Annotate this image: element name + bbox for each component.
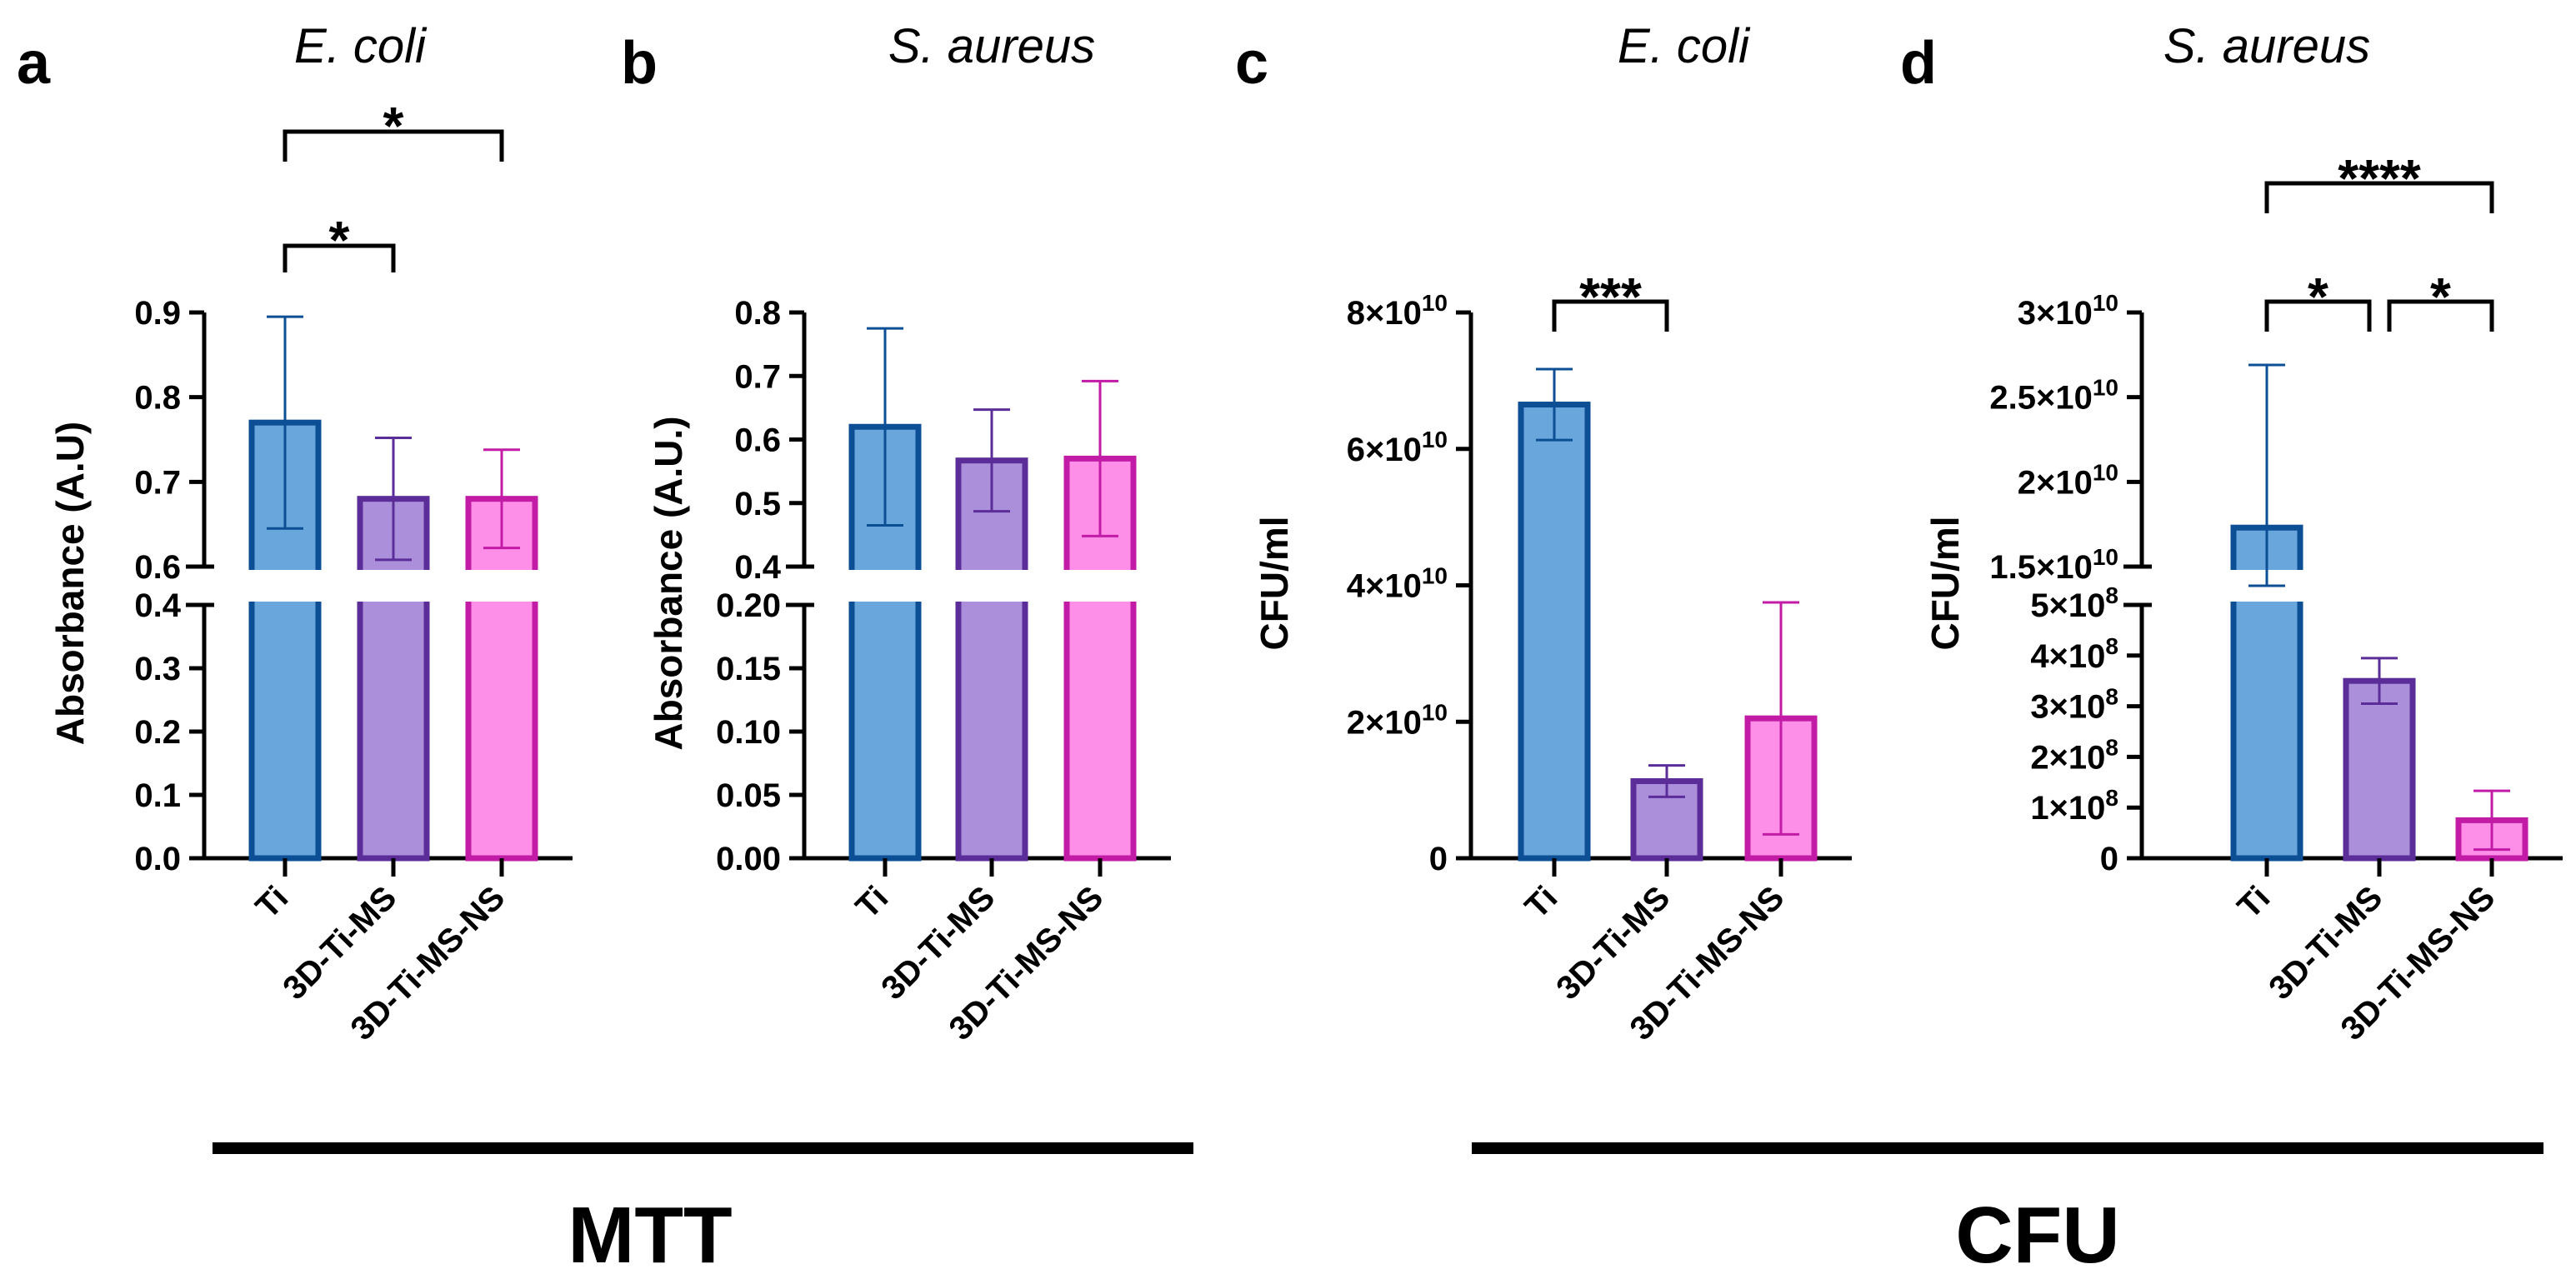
panel-d-saureus-cfu: d S. aureus CFU/ml 0 1×108 2×108 3×108 4×108 5×1…: [1900, 19, 2563, 1047]
y-tick-label: 0.6: [134, 549, 181, 586]
significance-bracket: [2387, 299, 2494, 332]
y-tick-label: 2×108: [2030, 734, 2118, 776]
bar-break-gap: [847, 570, 923, 602]
y-tick-label: 0: [1429, 841, 1448, 877]
x-tick-label: Ti: [1518, 879, 1565, 926]
significance-label: ****: [2338, 148, 2421, 208]
panel-title: E. coli: [294, 19, 428, 73]
y-tick-label: 0.9: [134, 295, 181, 332]
significance-bracket: [283, 129, 504, 162]
y-axis-label: CFU/ml: [1253, 517, 1296, 651]
y-tick-label: 0.8: [134, 380, 181, 417]
significance-bracket: [2264, 299, 2372, 332]
y-tick-label: 3×108: [2030, 684, 2118, 726]
panel-b-saureus-mtt: b S. aureus Absorbance (A.U.) 0.00 0.05 0.10 0…: [621, 19, 1171, 1047]
y-tick-label: 0.4: [134, 587, 181, 624]
y-tick-label: 1.5×1010: [1989, 544, 2118, 586]
x-tick-label: Ti: [849, 879, 896, 926]
y-tick-label: 0.7: [734, 358, 781, 395]
bar-break-gap: [463, 570, 540, 602]
bar-break-gap: [247, 570, 323, 602]
bar-break-gap: [355, 570, 432, 602]
y-tick-label: 0.00: [716, 841, 781, 877]
y-tick-label: 4×108: [2030, 633, 2118, 675]
y-tick-label: 3×1010: [2018, 290, 2118, 332]
y-tick-label: 0.1: [134, 777, 181, 814]
y-tick-label: 0.7: [134, 464, 181, 501]
y-tick-label: 0: [2100, 841, 2118, 877]
y-tick-label: 2×1010: [1347, 699, 1448, 741]
y-tick-label: 0.15: [716, 651, 781, 687]
cfu-group-label: CFU: [1955, 1191, 2119, 1279]
significance-label: *: [383, 96, 404, 156]
panel-title: E. coli: [1618, 19, 1751, 73]
significance-label: *: [2430, 267, 2451, 327]
bar-ti: [1518, 402, 1591, 862]
significance-bracket: [2264, 181, 2494, 213]
panel-letter: d: [1900, 30, 1937, 97]
y-tick-label: 2×1010: [2018, 459, 2118, 501]
mtt-group-label: MTT: [568, 1191, 732, 1279]
y-axis-label: CFU/ml: [1923, 517, 1967, 651]
bar-3d-ti-ms: [955, 457, 1028, 862]
y-tick-label: 0.6: [734, 422, 781, 459]
significance-bracket: [283, 243, 396, 272]
y-tick-label: 0.3: [134, 651, 181, 687]
y-tick-label: 5×108: [2030, 582, 2118, 624]
significance-label: ***: [1579, 267, 1642, 327]
y-tick-label: 6×1010: [1347, 427, 1448, 468]
y-tick-label: 0.5: [734, 486, 781, 522]
y-tick-label: 0.05: [716, 777, 781, 814]
y-axis-label: Absorbance (A.U.): [647, 416, 690, 750]
x-tick-label: Ti: [249, 879, 296, 926]
panel-letter: a: [17, 30, 51, 97]
y-tick-label: 0.0: [134, 841, 181, 877]
significance-label: *: [329, 210, 350, 270]
y-tick-label: 8×1010: [1347, 290, 1448, 332]
significance-bracket: [1552, 299, 1669, 332]
y-tick-label: 0.20: [716, 587, 781, 624]
significance-label: *: [2308, 267, 2328, 327]
bar-break-gap: [953, 570, 1030, 602]
bar-break-gap: [1062, 570, 1138, 602]
panel-letter: c: [1235, 30, 1268, 97]
bar-3d-ti-ms-ns: [465, 496, 538, 862]
y-tick-label: 2.5×1010: [1989, 375, 2118, 417]
panel-title: S. aureus: [888, 19, 1095, 73]
bar-3d-ti-ms: [2343, 677, 2416, 862]
panel-c-ecoli-cfu: c E. coli CFU/ml 0 2×1010 4×1010 6×1010 8×1010 T…: [1235, 19, 1852, 1047]
y-axis-label: Absorbance (A.U): [48, 422, 92, 745]
y-tick-label: 4×1010: [1347, 563, 1448, 605]
y-tick-label: 1×108: [2030, 785, 2118, 827]
y-tick-label: 0.10: [716, 714, 781, 751]
y-tick-label: 0.4: [734, 549, 781, 586]
panel-title: S. aureus: [2163, 19, 2370, 73]
panel-letter: b: [621, 30, 658, 97]
x-tick-label: Ti: [2231, 879, 2278, 926]
y-tick-label: 0.8: [734, 295, 781, 332]
y-tick-label: 0.2: [134, 714, 181, 751]
